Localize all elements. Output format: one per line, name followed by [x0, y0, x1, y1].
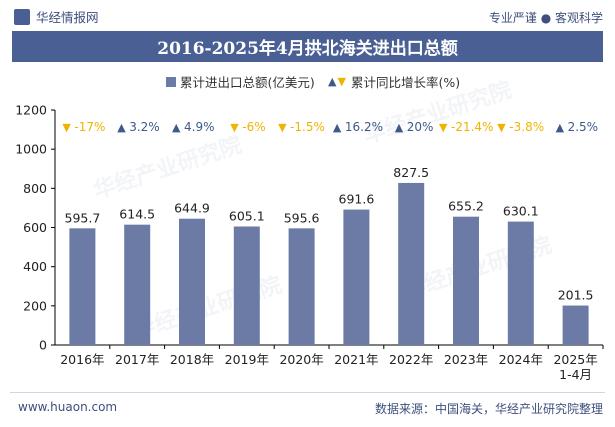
growth-rate-label: -1.5%: [290, 120, 325, 134]
growth-rate-label: 2.5%: [568, 120, 599, 134]
x-tick-label: 2016年: [60, 352, 104, 367]
legend-item-growth: ▲ ▼ 累计同比增长率(%): [328, 72, 460, 91]
bar: [343, 209, 370, 345]
growth-rate-label: -6%: [242, 120, 265, 134]
growth-up-icon: ▲: [117, 121, 126, 134]
growth-up-icon: ▲: [333, 121, 342, 134]
bar: [288, 228, 315, 345]
footer-source: 数据来源：中国海关，华经产业研究院整理: [374, 402, 603, 416]
y-tick-label: 800: [23, 181, 47, 196]
bar-value-label: 827.5: [393, 165, 429, 180]
growth-rate-label: -17%: [74, 120, 105, 134]
bar-value-label: 605.1: [229, 209, 265, 224]
x-tick-label: 2025年: [553, 352, 597, 367]
bar: [453, 216, 479, 345]
bar-value-label: 630.1: [503, 204, 539, 219]
y-tick-label: 1000: [15, 142, 47, 157]
y-tick-label: 200: [23, 298, 47, 313]
triangle-down-icon: ▼: [337, 75, 346, 88]
footer-website: www.huaon.com: [18, 400, 118, 414]
x-tick-label: 1-4月: [559, 367, 592, 382]
brand-name: 华经情报网: [36, 10, 99, 25]
growth-rate-label: 16.2%: [345, 120, 383, 134]
bar-value-label: 201.5: [558, 288, 594, 303]
growth-rate-label: -21.4%: [451, 120, 493, 134]
x-tick-label: 2022年: [389, 352, 433, 367]
title-bar: 2016-2025年4月拱北海关进出口总额: [12, 31, 603, 62]
chart-title: 2016-2025年4月拱北海关进出口总额: [157, 39, 458, 59]
triangle-up-icon: ▲: [328, 75, 337, 88]
growth-rate-label: 20%: [407, 120, 434, 134]
y-tick-label: 400: [23, 259, 47, 274]
bar-value-label: 691.6: [339, 192, 375, 207]
bar: [507, 221, 534, 345]
footer-divider: [10, 392, 605, 393]
bar-value-label: 655.2: [448, 199, 484, 214]
bar: [398, 182, 425, 345]
slogan: 专业严谨 ● 客观科学: [488, 11, 603, 25]
growth-down-icon: ▼: [497, 121, 506, 134]
growth-up-icon: ▲: [556, 121, 565, 134]
y-tick-label: 0: [39, 338, 47, 353]
growth-down-icon: ▼: [230, 121, 239, 134]
x-tick-label: 2019年: [225, 352, 269, 367]
bar: [233, 226, 260, 345]
growth-up-icon: ▲: [172, 121, 181, 134]
x-tick-label: 2017年: [115, 352, 159, 367]
x-tick-label: 2024年: [499, 352, 543, 367]
legend-bar-swatch: [166, 76, 176, 87]
bar-value-label: 595.7: [65, 210, 101, 225]
growth-down-icon: ▼: [439, 121, 448, 134]
legend-item-total: 累计进出口总额(亿美元): [166, 72, 315, 91]
y-tick-label: 1200: [15, 103, 47, 118]
bar: [562, 305, 589, 345]
y-tick-label: 600: [23, 220, 47, 235]
x-tick-label: 2023年: [444, 352, 488, 367]
growth-rate-label: 3.2%: [129, 120, 160, 134]
bar-value-label: 614.5: [119, 207, 155, 222]
bar: [69, 228, 96, 345]
x-tick-label: 2018年: [170, 352, 214, 367]
legend-label-growth: 累计同比增长率(%): [350, 75, 461, 90]
growth-rate-label: -3.8%: [509, 120, 544, 134]
bar: [124, 224, 151, 345]
legend: 累计进出口总额(亿美元) ▲ ▼ 累计同比增长率(%): [0, 69, 615, 91]
brand-logo-icon: [14, 8, 30, 25]
bar: [179, 218, 205, 345]
growth-down-icon: ▼: [62, 121, 71, 134]
legend-label-total: 累计进出口总额(亿美元): [180, 75, 315, 90]
brand: 华经情报网: [14, 7, 99, 26]
x-tick-label: 2021年: [334, 352, 378, 367]
x-tick-label: 2020年: [279, 352, 323, 367]
top-bar: 华经情报网 专业严谨 ● 客观科学: [0, 0, 615, 34]
growth-down-icon: ▼: [278, 121, 287, 134]
growth-up-icon: ▲: [395, 121, 404, 134]
bar-value-label: 644.9: [174, 201, 210, 216]
growth-rate-label: 4.9%: [184, 120, 215, 134]
bar-value-label: 595.6: [284, 210, 320, 225]
